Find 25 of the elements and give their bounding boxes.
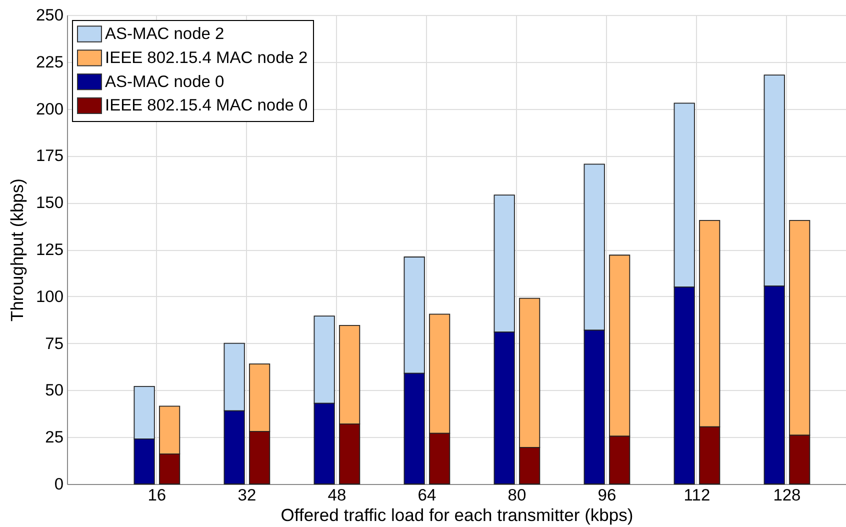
x-tick-label: 16	[148, 486, 166, 504]
y-tick-label: 250	[36, 6, 64, 24]
y-tick-label: 50	[45, 382, 64, 400]
x-tick-label: 128	[773, 486, 801, 504]
x-tick-label: 48	[328, 486, 346, 504]
x-tick-label: 64	[418, 486, 436, 504]
y-tick-label: 225	[36, 53, 64, 72]
x-tick-label: 112	[684, 486, 710, 504]
y-tick-label: 100	[36, 288, 64, 306]
y-tick-label: 125	[36, 241, 64, 259]
legend-label: IEEE 802.15.4 MAC node 0	[105, 96, 308, 115]
y-tick-label: 25	[45, 428, 64, 447]
y-tick-label: 175	[36, 147, 64, 166]
x-tick-label: 96	[598, 486, 616, 504]
legend-label: AS-MAC node 0	[105, 72, 224, 91]
x-tick-label: 80	[508, 486, 526, 504]
y-tick-label: 0	[54, 476, 64, 494]
y-axis-title: Throughput (kbps)	[6, 178, 27, 322]
y-tick-label: 150	[36, 194, 64, 212]
y-tick-label: 200	[36, 100, 64, 118]
legend-label: IEEE 802.15.4 MAC node 2	[105, 48, 308, 67]
y-tick-label: 75	[45, 334, 64, 353]
x-axis-title: Offered traffic load for each transmitter (kbps)	[280, 505, 634, 525]
x-tick-label: 32	[238, 486, 256, 504]
legend-label: AS-MAC node 2	[105, 25, 224, 43]
